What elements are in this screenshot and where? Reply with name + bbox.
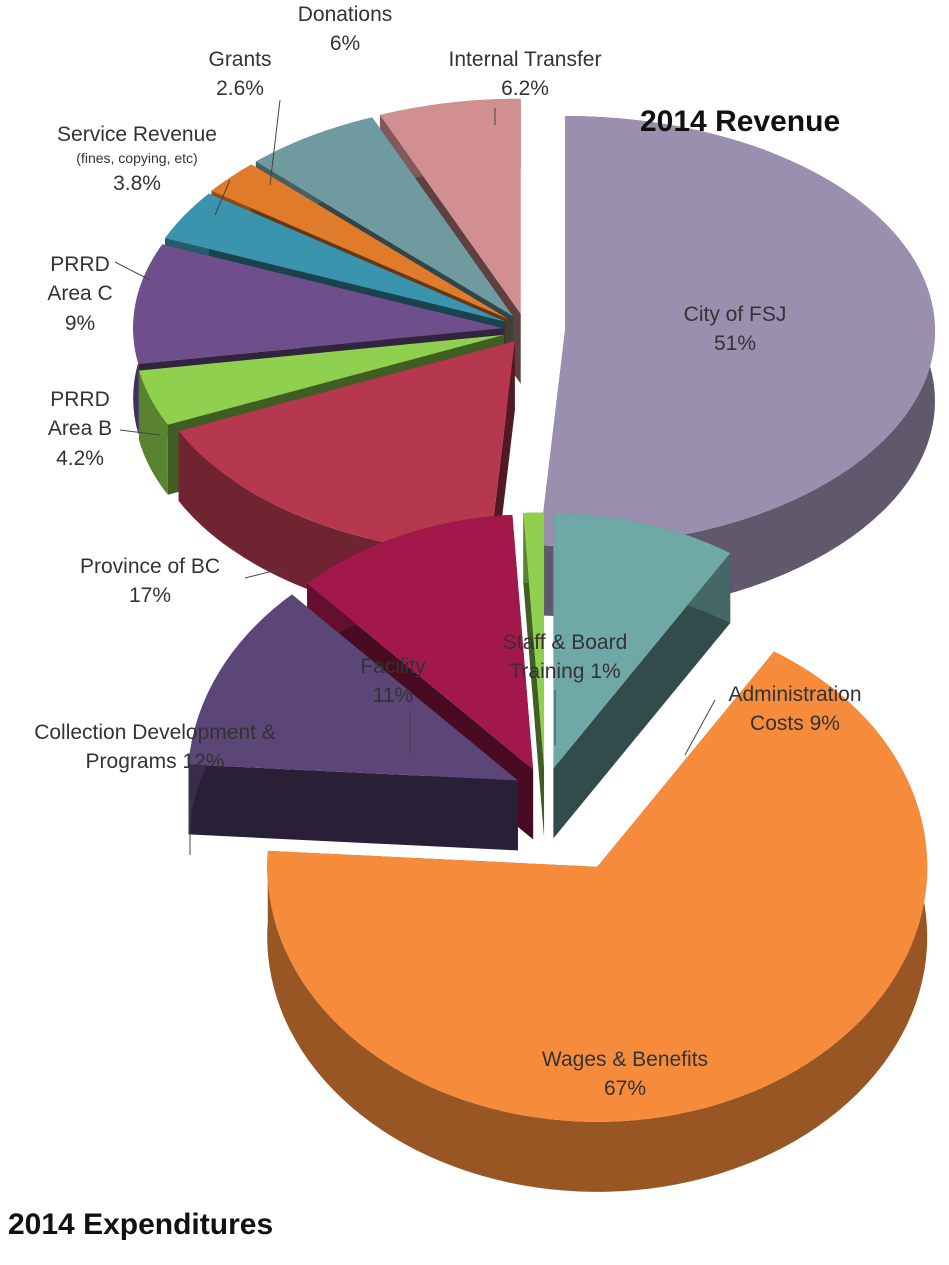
leader-line bbox=[244, 567, 286, 579]
category-note: (fines, copying, etc) bbox=[76, 150, 198, 167]
slice-side bbox=[553, 553, 731, 839]
slice-label: Internal Transfer 6.2% bbox=[415, 45, 635, 104]
slice bbox=[133, 244, 504, 364]
value-label: 67% bbox=[603, 1077, 647, 1101]
slice-label: PRRD Area C 9% bbox=[45, 250, 115, 338]
slice-label: Staff & Board Training 1% bbox=[480, 628, 650, 687]
chart-title: 2014 Expenditures bbox=[8, 1208, 274, 1241]
leader-line bbox=[214, 179, 231, 216]
category-label: Facility bbox=[360, 655, 426, 678]
value-label: 9% bbox=[809, 712, 840, 736]
slice bbox=[139, 334, 504, 425]
slice-label: Wages & Benefits 67% bbox=[495, 1045, 755, 1104]
value-label: 17% bbox=[128, 584, 172, 608]
value-label: 6% bbox=[329, 32, 361, 56]
pie bbox=[133, 98, 935, 626]
category-label: PRRD Area C bbox=[47, 253, 113, 306]
value-label: 3.8% bbox=[113, 171, 161, 195]
value-label: 11% bbox=[372, 684, 414, 708]
slice-label: Donations 6% bbox=[275, 0, 415, 59]
value-label: 4.2% bbox=[56, 446, 104, 470]
slice-label: Administration Costs 9% bbox=[700, 680, 890, 739]
category-label: Donations bbox=[297, 3, 393, 26]
slice-side bbox=[523, 513, 545, 838]
category-label: Province of BC bbox=[79, 555, 221, 578]
leader-line bbox=[119, 429, 161, 436]
slice-side bbox=[139, 334, 504, 441]
slice bbox=[379, 98, 521, 314]
category-label: City of FSJ bbox=[683, 303, 787, 326]
slice-side bbox=[188, 764, 518, 851]
slice-label: Collection Development & Programs 12% bbox=[5, 718, 305, 777]
value-label: 9% bbox=[64, 311, 96, 335]
leader-line bbox=[269, 99, 281, 186]
slice-label: Province of BC 17% bbox=[50, 552, 250, 611]
value-label: 51% bbox=[713, 332, 757, 356]
slice bbox=[553, 513, 731, 769]
category-label: Wages & Benefits bbox=[541, 1048, 709, 1071]
slice-label: Service Revenue (fines, copying, etc) 3.8% bbox=[22, 120, 252, 198]
slice-label: City of FSJ 51% bbox=[655, 300, 815, 359]
category-label: Internal Transfer bbox=[448, 48, 602, 71]
slice bbox=[307, 514, 534, 770]
value-label: 2.6% bbox=[216, 77, 264, 101]
slice bbox=[267, 651, 928, 1122]
category-label: Grants bbox=[208, 48, 272, 71]
slice bbox=[211, 164, 509, 320]
slice bbox=[165, 193, 506, 322]
pie bbox=[188, 512, 928, 1192]
slice bbox=[523, 512, 545, 768]
chart-title: 2014 Revenue bbox=[640, 105, 841, 138]
slice bbox=[255, 117, 513, 317]
value-label: 12% bbox=[182, 750, 225, 774]
slice bbox=[188, 594, 518, 781]
category-label: Administration Costs bbox=[728, 683, 862, 736]
slice bbox=[539, 116, 935, 547]
slice-label: Grants 2.6% bbox=[190, 45, 290, 104]
leader-line bbox=[114, 261, 151, 281]
category-label: Staff & Board Training bbox=[502, 631, 628, 684]
slice-label: PRRD Area B 4.2% bbox=[45, 385, 115, 473]
slice bbox=[178, 341, 515, 556]
category-label: PRRD Area B bbox=[47, 388, 113, 441]
slice-label: Facility 11% bbox=[343, 652, 443, 711]
category-label: Collection Development & Programs bbox=[34, 721, 276, 774]
category-label: Service Revenue bbox=[57, 123, 217, 146]
value-label: 6.2% bbox=[501, 77, 549, 101]
slice-side bbox=[139, 370, 168, 495]
value-label: 1% bbox=[590, 660, 621, 684]
leader-line bbox=[684, 699, 716, 756]
